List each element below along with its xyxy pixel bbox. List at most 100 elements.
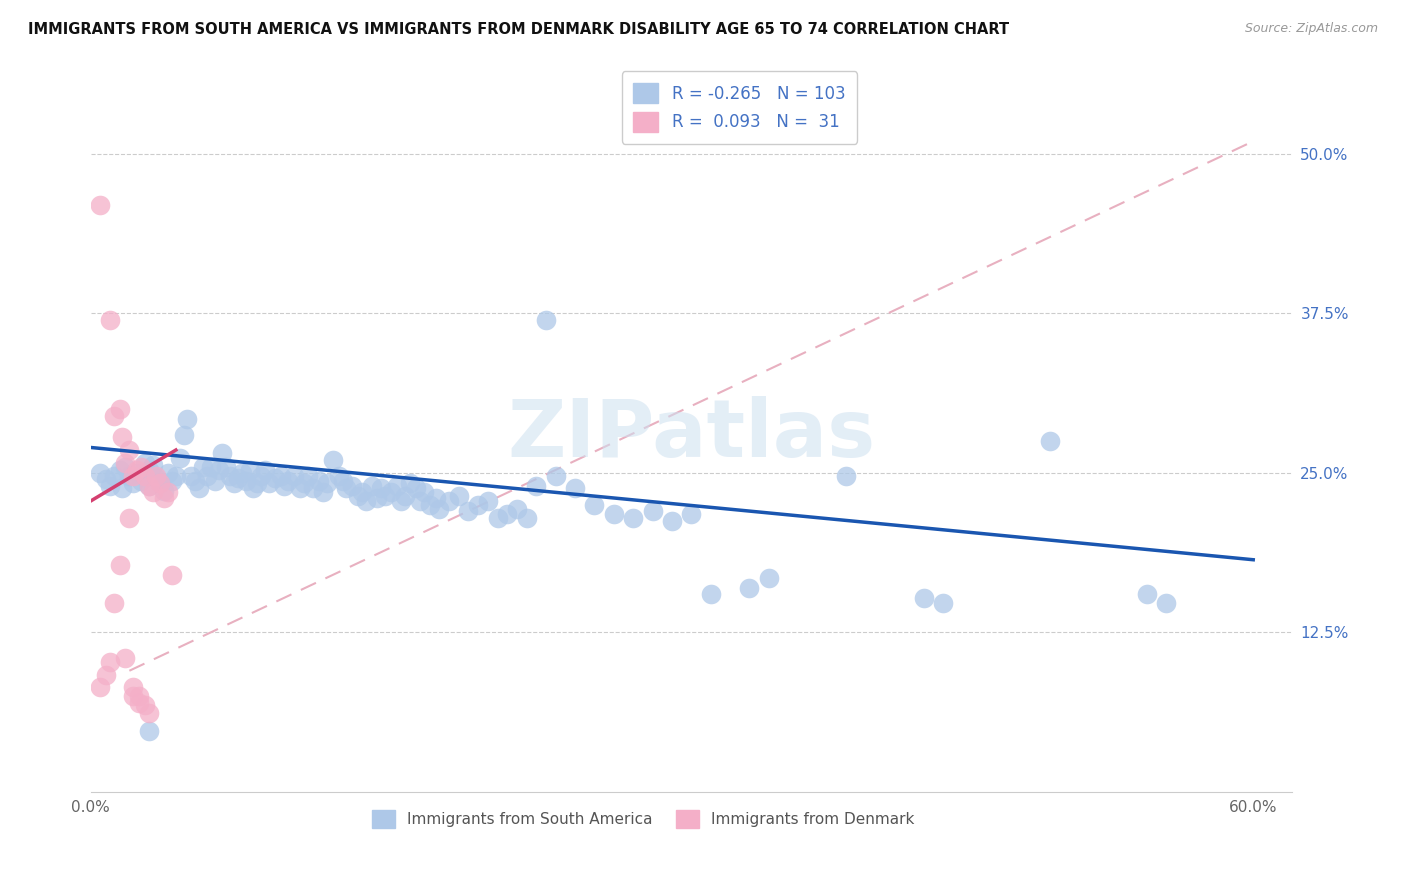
Point xyxy=(226,471,249,485)
Point xyxy=(405,481,427,495)
Point xyxy=(534,313,557,327)
Point xyxy=(176,412,198,426)
Point xyxy=(437,494,460,508)
Point xyxy=(165,468,187,483)
Point xyxy=(544,468,567,483)
Point xyxy=(211,445,233,459)
Point xyxy=(215,459,238,474)
Point xyxy=(347,489,370,503)
Point xyxy=(350,485,373,500)
Point xyxy=(129,459,152,474)
Point xyxy=(108,402,131,417)
Text: ZIPatlas: ZIPatlas xyxy=(508,396,876,474)
Point xyxy=(360,479,382,493)
Point xyxy=(641,504,664,518)
Point xyxy=(302,481,325,495)
Point xyxy=(308,474,330,488)
Point xyxy=(118,510,141,524)
Point xyxy=(457,504,479,518)
Text: IMMIGRANTS FROM SOUTH AMERICA VS IMMIGRANTS FROM DENMARK DISABILITY AGE 65 TO 74: IMMIGRANTS FROM SOUTH AMERICA VS IMMIGRA… xyxy=(28,22,1010,37)
Point xyxy=(477,494,499,508)
Point xyxy=(250,468,273,483)
Point xyxy=(122,476,145,491)
Point xyxy=(153,491,176,506)
Point xyxy=(932,596,955,610)
Point xyxy=(328,468,350,483)
Point xyxy=(98,313,121,327)
Point xyxy=(103,468,125,483)
Point xyxy=(184,474,207,488)
Point xyxy=(370,481,392,495)
Point xyxy=(142,485,165,500)
Point xyxy=(222,476,245,491)
Point xyxy=(173,427,195,442)
Point xyxy=(122,468,145,483)
Point xyxy=(394,489,416,503)
Point xyxy=(129,474,152,488)
Point xyxy=(366,491,388,506)
Point xyxy=(235,474,257,488)
Point xyxy=(103,596,125,610)
Point xyxy=(89,466,111,480)
Point xyxy=(292,476,315,491)
Point xyxy=(149,476,172,491)
Point xyxy=(297,468,319,483)
Point xyxy=(496,507,519,521)
Point xyxy=(122,690,145,704)
Point xyxy=(246,476,269,491)
Point xyxy=(200,459,222,474)
Point xyxy=(145,471,167,485)
Point xyxy=(157,485,180,500)
Point xyxy=(699,587,721,601)
Point xyxy=(207,463,229,477)
Point xyxy=(758,571,780,585)
Point xyxy=(253,463,276,477)
Point xyxy=(425,491,447,506)
Point xyxy=(621,510,644,524)
Text: Source: ZipAtlas.com: Source: ZipAtlas.com xyxy=(1244,22,1378,36)
Point xyxy=(94,667,117,681)
Point xyxy=(219,468,242,483)
Point xyxy=(153,483,176,498)
Point xyxy=(257,476,280,491)
Point xyxy=(138,479,160,493)
Point xyxy=(110,481,132,495)
Point xyxy=(524,479,547,493)
Point xyxy=(160,568,183,582)
Point xyxy=(145,468,167,483)
Point xyxy=(603,507,626,521)
Point xyxy=(127,463,149,477)
Point xyxy=(160,474,183,488)
Point xyxy=(142,458,165,473)
Point xyxy=(1154,596,1177,610)
Point xyxy=(238,463,260,477)
Point xyxy=(273,479,295,493)
Point xyxy=(419,498,441,512)
Point xyxy=(114,459,136,474)
Point xyxy=(98,479,121,493)
Point xyxy=(486,510,509,524)
Point xyxy=(316,476,339,491)
Point xyxy=(429,501,451,516)
Point xyxy=(335,481,357,495)
Point xyxy=(389,494,412,508)
Point xyxy=(114,456,136,470)
Point xyxy=(180,468,202,483)
Point xyxy=(128,690,150,704)
Point xyxy=(447,489,470,503)
Point xyxy=(332,474,354,488)
Point xyxy=(263,471,285,485)
Point xyxy=(89,198,111,212)
Point xyxy=(110,430,132,444)
Point xyxy=(283,468,305,483)
Point xyxy=(681,507,703,521)
Point xyxy=(312,485,335,500)
Point xyxy=(342,479,364,493)
Legend: Immigrants from South America, Immigrants from Denmark: Immigrants from South America, Immigrant… xyxy=(366,804,921,834)
Point xyxy=(195,468,218,483)
Point xyxy=(138,706,160,720)
Point xyxy=(1136,587,1159,601)
Point xyxy=(242,481,264,495)
Point xyxy=(118,442,141,457)
Point xyxy=(564,481,586,495)
